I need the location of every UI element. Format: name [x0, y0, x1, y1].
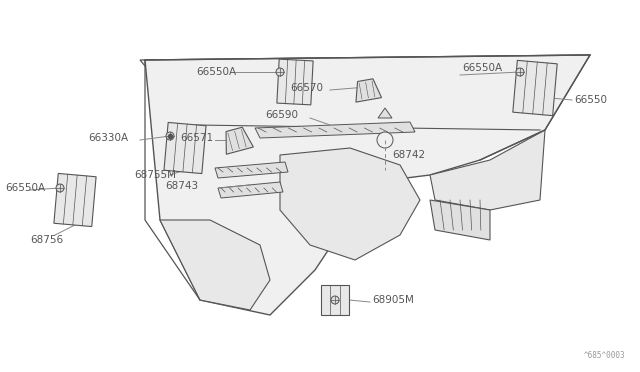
Polygon shape: [218, 182, 283, 198]
Text: 66550A: 66550A: [5, 183, 45, 193]
Polygon shape: [513, 60, 557, 116]
Polygon shape: [321, 285, 349, 315]
Text: 66550A: 66550A: [196, 67, 236, 77]
Polygon shape: [356, 79, 381, 102]
Polygon shape: [255, 122, 415, 138]
Polygon shape: [145, 55, 590, 315]
Text: ^685^0003: ^685^0003: [584, 351, 625, 360]
Polygon shape: [226, 127, 253, 154]
Text: 66571: 66571: [180, 133, 213, 143]
Text: 66570: 66570: [290, 83, 323, 93]
Text: 68743: 68743: [165, 181, 198, 191]
Text: 68755M: 68755M: [134, 170, 176, 180]
Circle shape: [56, 184, 64, 192]
Circle shape: [331, 296, 339, 304]
Circle shape: [276, 68, 284, 76]
Text: 68742: 68742: [392, 150, 425, 160]
Text: 68905M: 68905M: [372, 295, 414, 305]
Text: 66550A: 66550A: [462, 63, 502, 73]
Text: 66550: 66550: [574, 95, 607, 105]
Text: 66590: 66590: [265, 110, 298, 120]
Polygon shape: [160, 220, 270, 310]
Circle shape: [166, 132, 174, 140]
Text: 66330A: 66330A: [88, 133, 128, 143]
Circle shape: [516, 68, 524, 76]
Text: 68756: 68756: [30, 235, 63, 245]
Polygon shape: [164, 122, 206, 174]
Polygon shape: [277, 59, 313, 105]
Polygon shape: [430, 200, 490, 240]
Polygon shape: [140, 55, 590, 130]
Circle shape: [377, 132, 393, 148]
Polygon shape: [215, 162, 288, 178]
Polygon shape: [378, 108, 392, 118]
Polygon shape: [280, 148, 420, 260]
Polygon shape: [54, 173, 96, 227]
Polygon shape: [430, 130, 545, 210]
